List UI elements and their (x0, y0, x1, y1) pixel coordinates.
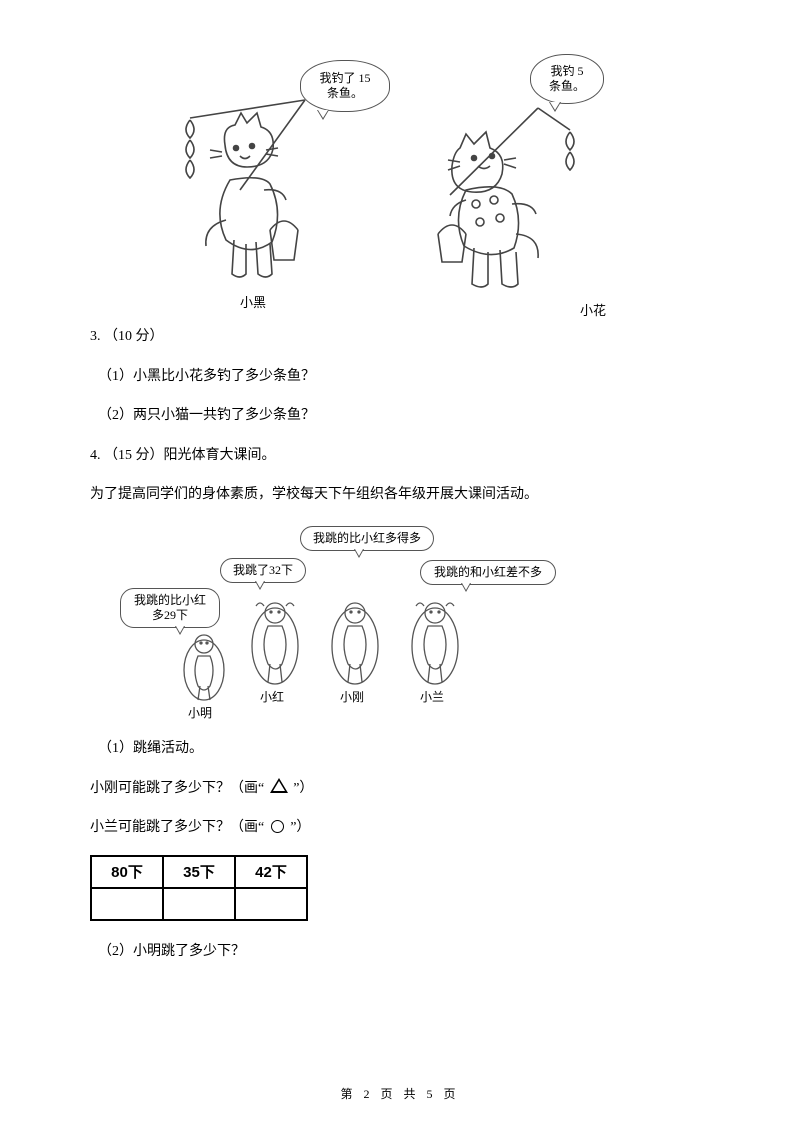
cell-2: 42下 (235, 856, 307, 888)
q4-tri-post: ”） (293, 781, 313, 796)
q4-intro: 为了提高同学们的身体素质，学校每天下午组织各年级开展大课间活动。 (90, 478, 710, 512)
kid2-bubble-text: 我跳了32下 (233, 563, 293, 577)
cell-blank (163, 888, 235, 920)
cats-figure: 我钓了 15条鱼。 我钓 5条鱼。 (170, 60, 630, 320)
kid4-bubble: 我跳的和小红差不多 (420, 560, 556, 585)
cell-blank (235, 888, 307, 920)
q3-sub2: （2）两只小猫一共钓了多少条鱼？ (90, 399, 710, 433)
cat-right-speech-text: 我钓 5条鱼。 (549, 64, 585, 94)
q4-tri-pre: 小刚可能跳了多少下？（画“ (90, 781, 264, 796)
q4-sub1: （1）跳绳活动。 (90, 732, 710, 766)
kid4-name: 小兰 (420, 688, 444, 705)
cat-left-drawing (170, 90, 320, 290)
q3-sub1: （1）小黑比小花多钓了多少条鱼？ (90, 360, 710, 394)
q4-heading: 4. （15 分）阳光体育大课间。 (90, 439, 710, 473)
cell-1: 35下 (163, 856, 235, 888)
q4-cir-post: ”） (290, 820, 310, 835)
q3-heading: 3. （10 分） (90, 320, 710, 354)
q4-sub2: （2）小明跳了多少下？ (90, 935, 710, 969)
page-footer: 第 2 页 共 5 页 (0, 1085, 800, 1102)
cat-right-speech-bubble: 我钓 5条鱼。 (530, 54, 604, 104)
kid4-bubble-text: 我跳的和小红差不多 (434, 565, 542, 579)
kid2-drawing (250, 598, 300, 686)
answer-table: 80下 35下 42下 (90, 855, 308, 921)
cat-right-label: 小花 (580, 300, 606, 319)
cat-left-label: 小黑 (240, 292, 266, 311)
table-row: 80下 35下 42下 (91, 856, 307, 888)
kid3-drawing (330, 598, 380, 686)
table-row (91, 888, 307, 920)
q4-line-circle: 小兰可能跳了多少下？（画“ ”） (90, 811, 710, 845)
kid3-name: 小刚 (340, 688, 364, 705)
kid3-bubble: 我跳的比小红多得多 (300, 526, 434, 551)
kid1-drawing (182, 630, 226, 702)
kid1-bubble-text: 我跳的比小红多29下 (134, 593, 206, 622)
kid4-drawing (410, 598, 460, 686)
kid1-bubble: 我跳的比小红多29下 (120, 588, 220, 628)
q4-cir-pre: 小兰可能跳了多少下？（画“ (90, 820, 264, 835)
kid3-bubble-text: 我跳的比小红多得多 (313, 531, 421, 545)
cat-right-drawing (420, 100, 590, 300)
cell-0: 80下 (91, 856, 163, 888)
kid2-bubble: 我跳了32下 (220, 558, 306, 583)
triangle-icon (270, 778, 288, 793)
circle-icon (271, 820, 284, 833)
kids-figure: 我跳的比小红多29下 我跳了32下 我跳的比小红多得多 我跳的和小红差不多 (120, 522, 550, 722)
cat-left-speech-text: 我钓了 15条鱼。 (319, 71, 370, 101)
cell-blank (91, 888, 163, 920)
q4-line-triangle: 小刚可能跳了多少下？（画“ ”） (90, 772, 710, 806)
kid1-name: 小明 (188, 704, 212, 721)
kid2-name: 小红 (260, 688, 284, 705)
